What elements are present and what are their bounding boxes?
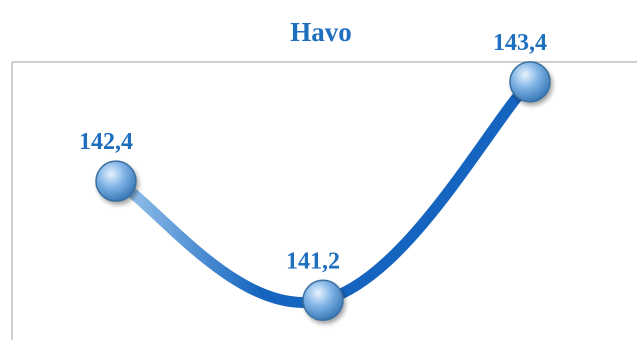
data-point-marker (509, 61, 551, 103)
data-label: 142,4 (79, 129, 133, 155)
data-labels: 142,4 141,2 143,4 (79, 30, 547, 274)
data-point-marker (95, 160, 137, 202)
data-label: 143,4 (493, 30, 547, 56)
data-markers (95, 61, 551, 322)
data-label: 141,2 (286, 248, 340, 274)
data-point-marker (302, 279, 344, 322)
chart-title: Havo (290, 17, 352, 47)
